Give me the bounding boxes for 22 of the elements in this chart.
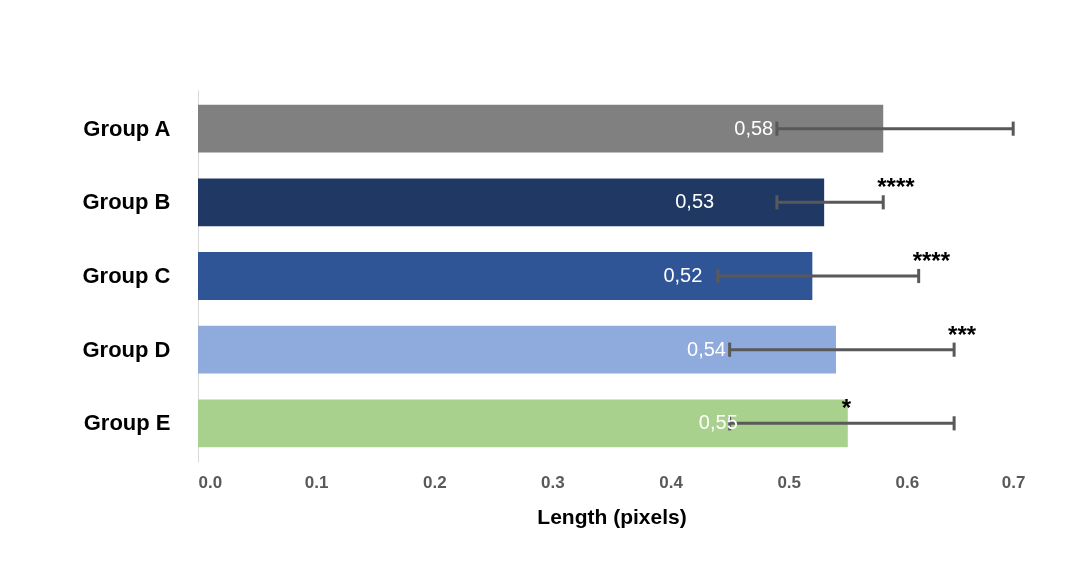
annotation: **** [877,173,916,201]
x-tick-label: 0.6 [895,472,920,492]
annotation: * [841,394,852,422]
x-tick-label: 0.3 [541,472,565,492]
x-tick-label: 0.5 [777,472,802,492]
data-label: 0,54 [687,337,726,360]
x-tick-label: 0.7 [1001,472,1026,492]
data-label: 0,58 [734,116,774,139]
annotation: *** [948,320,977,348]
x-tick-label: 0.4 [659,472,684,492]
y-tick-label: Group D [82,336,171,362]
y-tick-label: Group A [83,115,171,141]
x-tick-label: 0.0 [198,472,223,492]
y-tick-label: Group C [82,263,171,288]
x-tick-label: 0.1 [304,472,329,492]
annotation: **** [912,247,951,274]
data-label: 0,53 [675,190,715,213]
x-axis-title: Length (pixels) [537,504,687,528]
y-tick-label: Group B [82,189,171,215]
y-tick-label: Group E [83,410,171,436]
x-tick-label: 0.2 [422,472,447,492]
data-label: 0,52 [663,264,703,286]
